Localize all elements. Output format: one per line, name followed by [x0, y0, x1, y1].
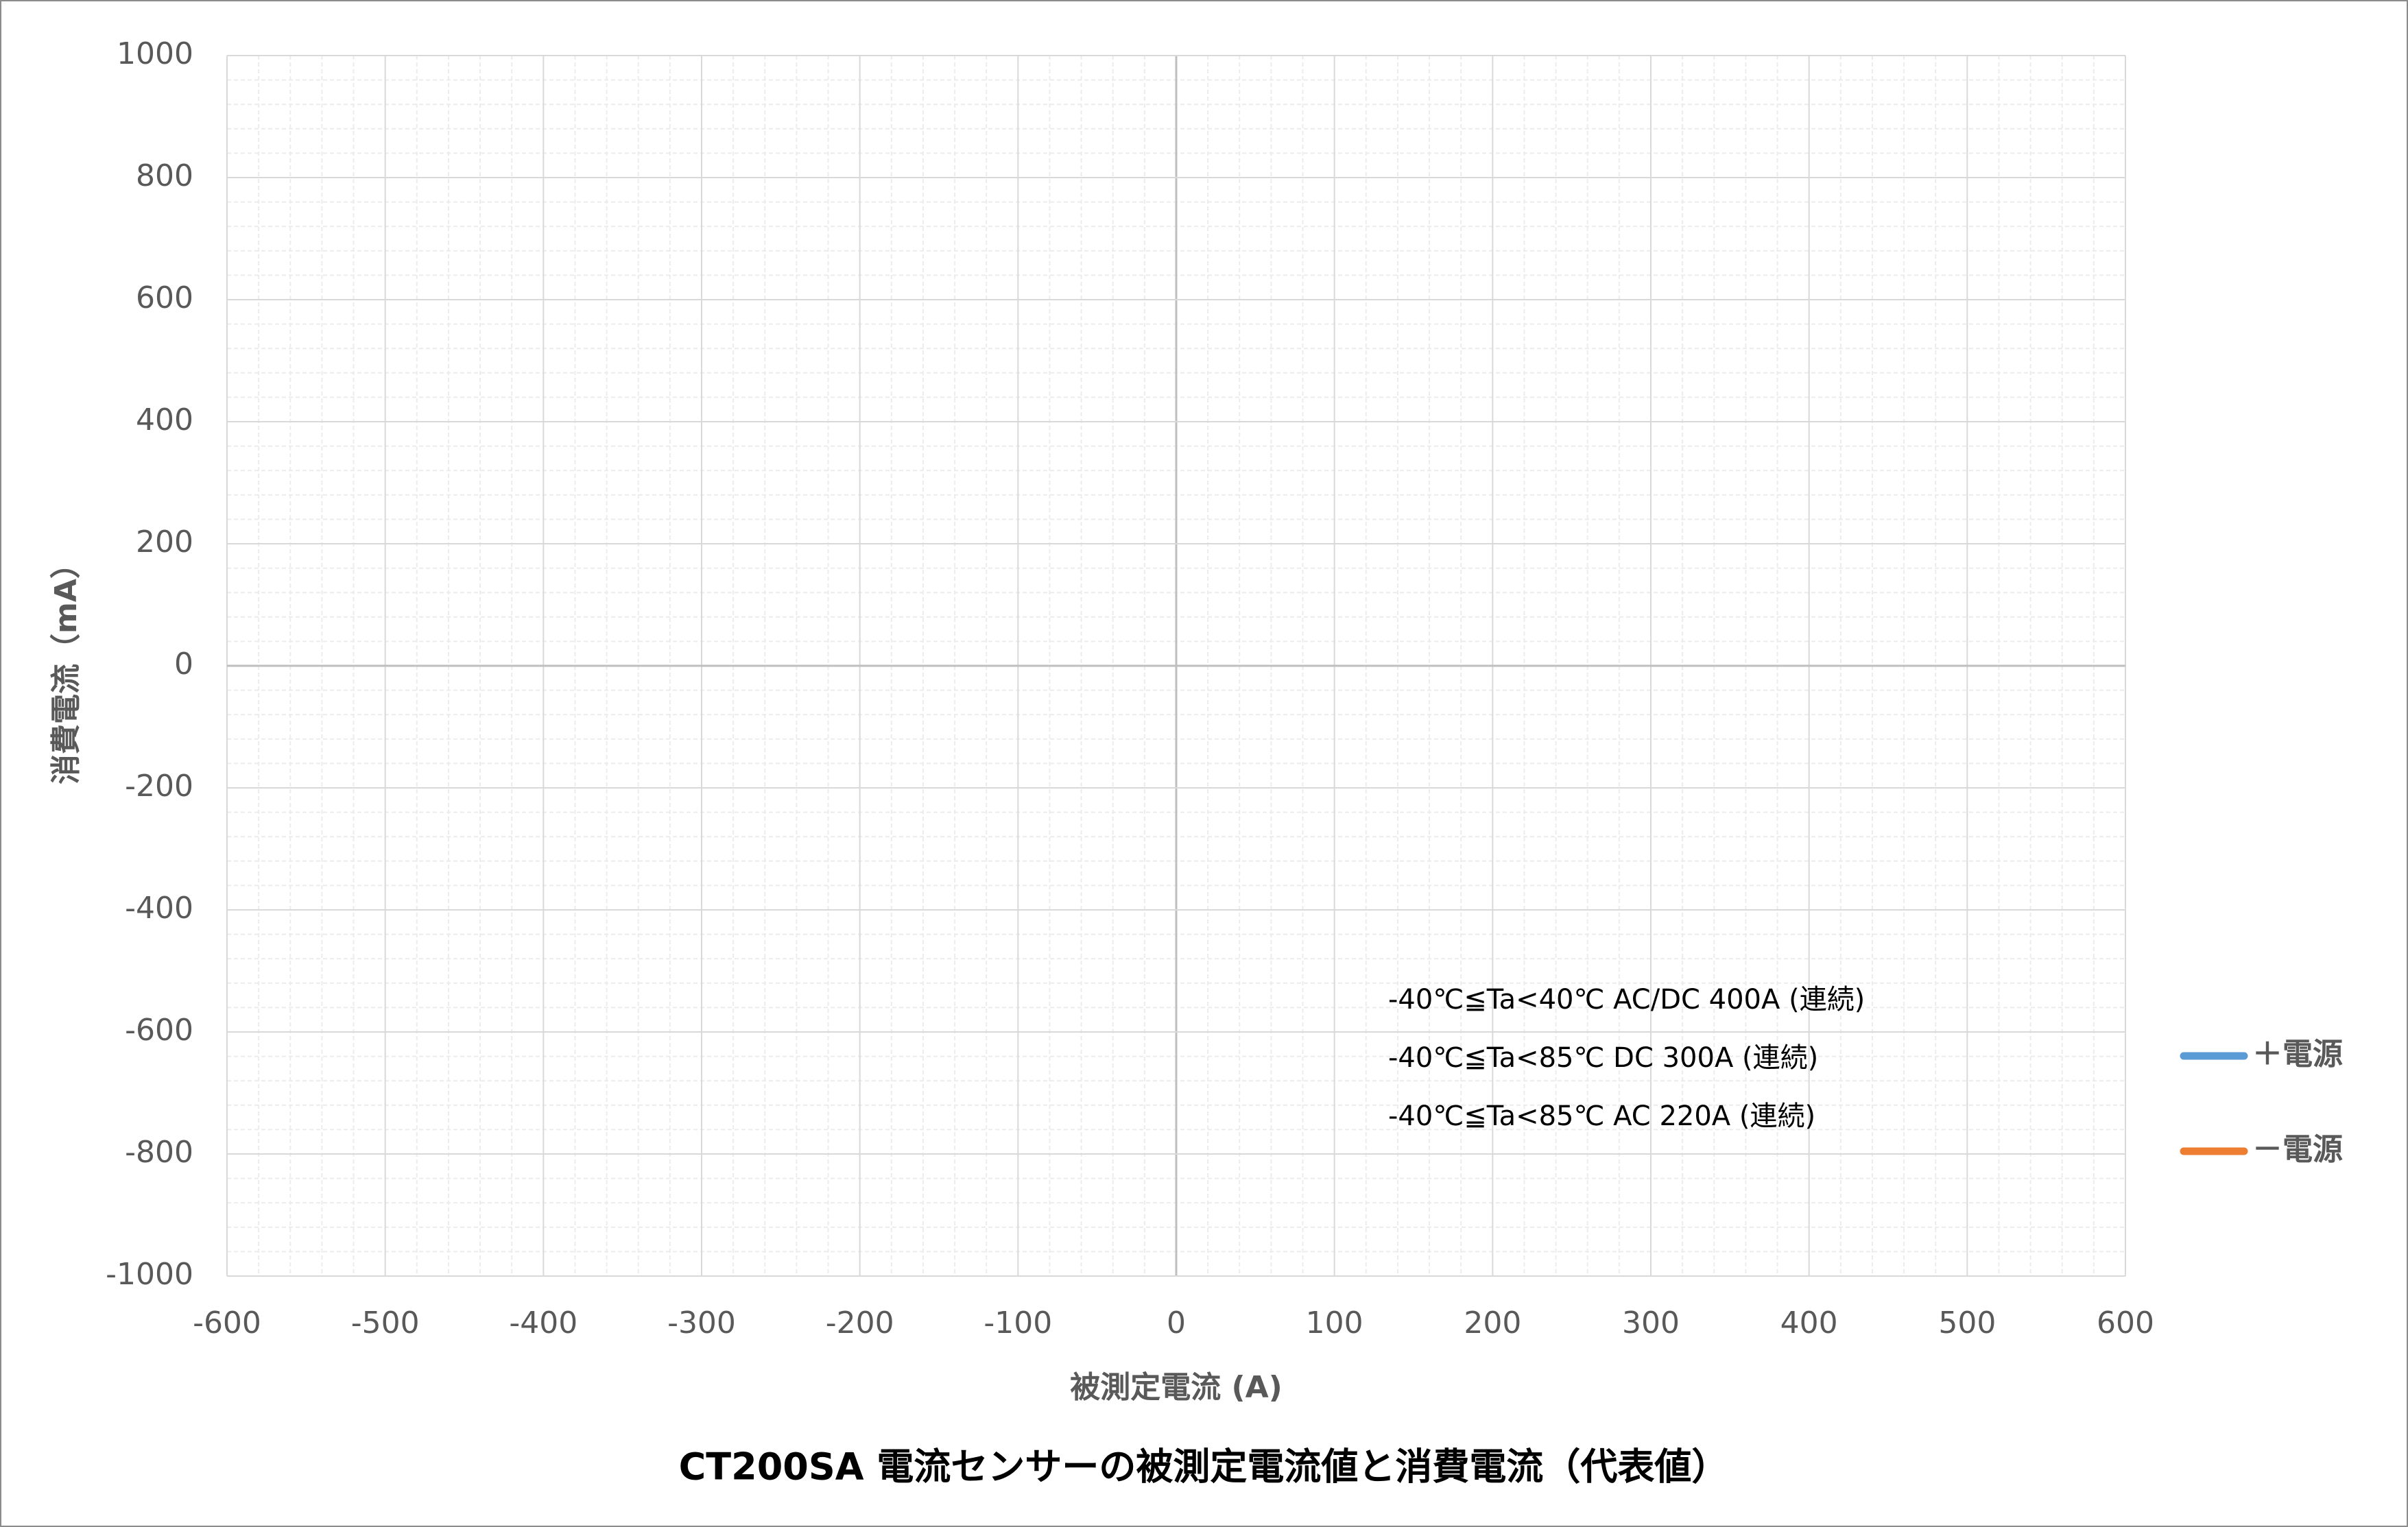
- x-tick-label: -400: [509, 1306, 577, 1340]
- x-tick-label: 300: [1622, 1306, 1680, 1340]
- legend-label: ＋電源: [2252, 1037, 2343, 1072]
- y-tick-label: 200: [136, 525, 193, 560]
- x-tick-label: 100: [1306, 1306, 1363, 1340]
- y-tick-label: -400: [125, 891, 193, 926]
- x-tick-label: 500: [1938, 1306, 1996, 1340]
- y-tick-label: 600: [136, 280, 193, 315]
- y-tick-label: -800: [125, 1135, 193, 1170]
- legend-label: －電源: [2252, 1132, 2343, 1167]
- x-tick-label: -300: [667, 1306, 736, 1340]
- y-tick-label: -1000: [106, 1257, 193, 1292]
- x-tick-label: -500: [351, 1306, 420, 1340]
- x-axis-label: 被測定電流 (A): [1070, 1370, 1283, 1405]
- y-tick-label: 400: [136, 402, 193, 437]
- annotation: -40℃≦Ta<40℃ AC/DC 400A (連続): [1388, 984, 1865, 1015]
- y-tick-label: -600: [125, 1013, 193, 1048]
- chart-title: CT200SA 電流センサーの被測定電流値と消費電流（代表値）: [679, 1445, 1729, 1489]
- y-axis-label: 消費電流（mA）: [49, 549, 84, 784]
- annotation: -40℃≦Ta<85℃ DC 300A (連続): [1388, 1042, 1818, 1074]
- y-tick-label: 1000: [117, 36, 193, 71]
- x-tick-label: -100: [984, 1306, 1052, 1340]
- x-tick-label: 200: [1464, 1306, 1521, 1340]
- x-tick-label: 0: [1167, 1306, 1186, 1340]
- y-tick-label: -200: [125, 769, 193, 804]
- annotation: -40℃≦Ta<85℃ AC 220A (連続): [1388, 1101, 1815, 1132]
- y-tick-label: 800: [136, 158, 193, 193]
- y-tick-label: 0: [174, 647, 193, 682]
- x-tick-label: -600: [193, 1306, 261, 1340]
- x-tick-label: -200: [826, 1306, 894, 1340]
- x-tick-label: 600: [2097, 1306, 2154, 1340]
- x-tick-label: 400: [1780, 1306, 1838, 1340]
